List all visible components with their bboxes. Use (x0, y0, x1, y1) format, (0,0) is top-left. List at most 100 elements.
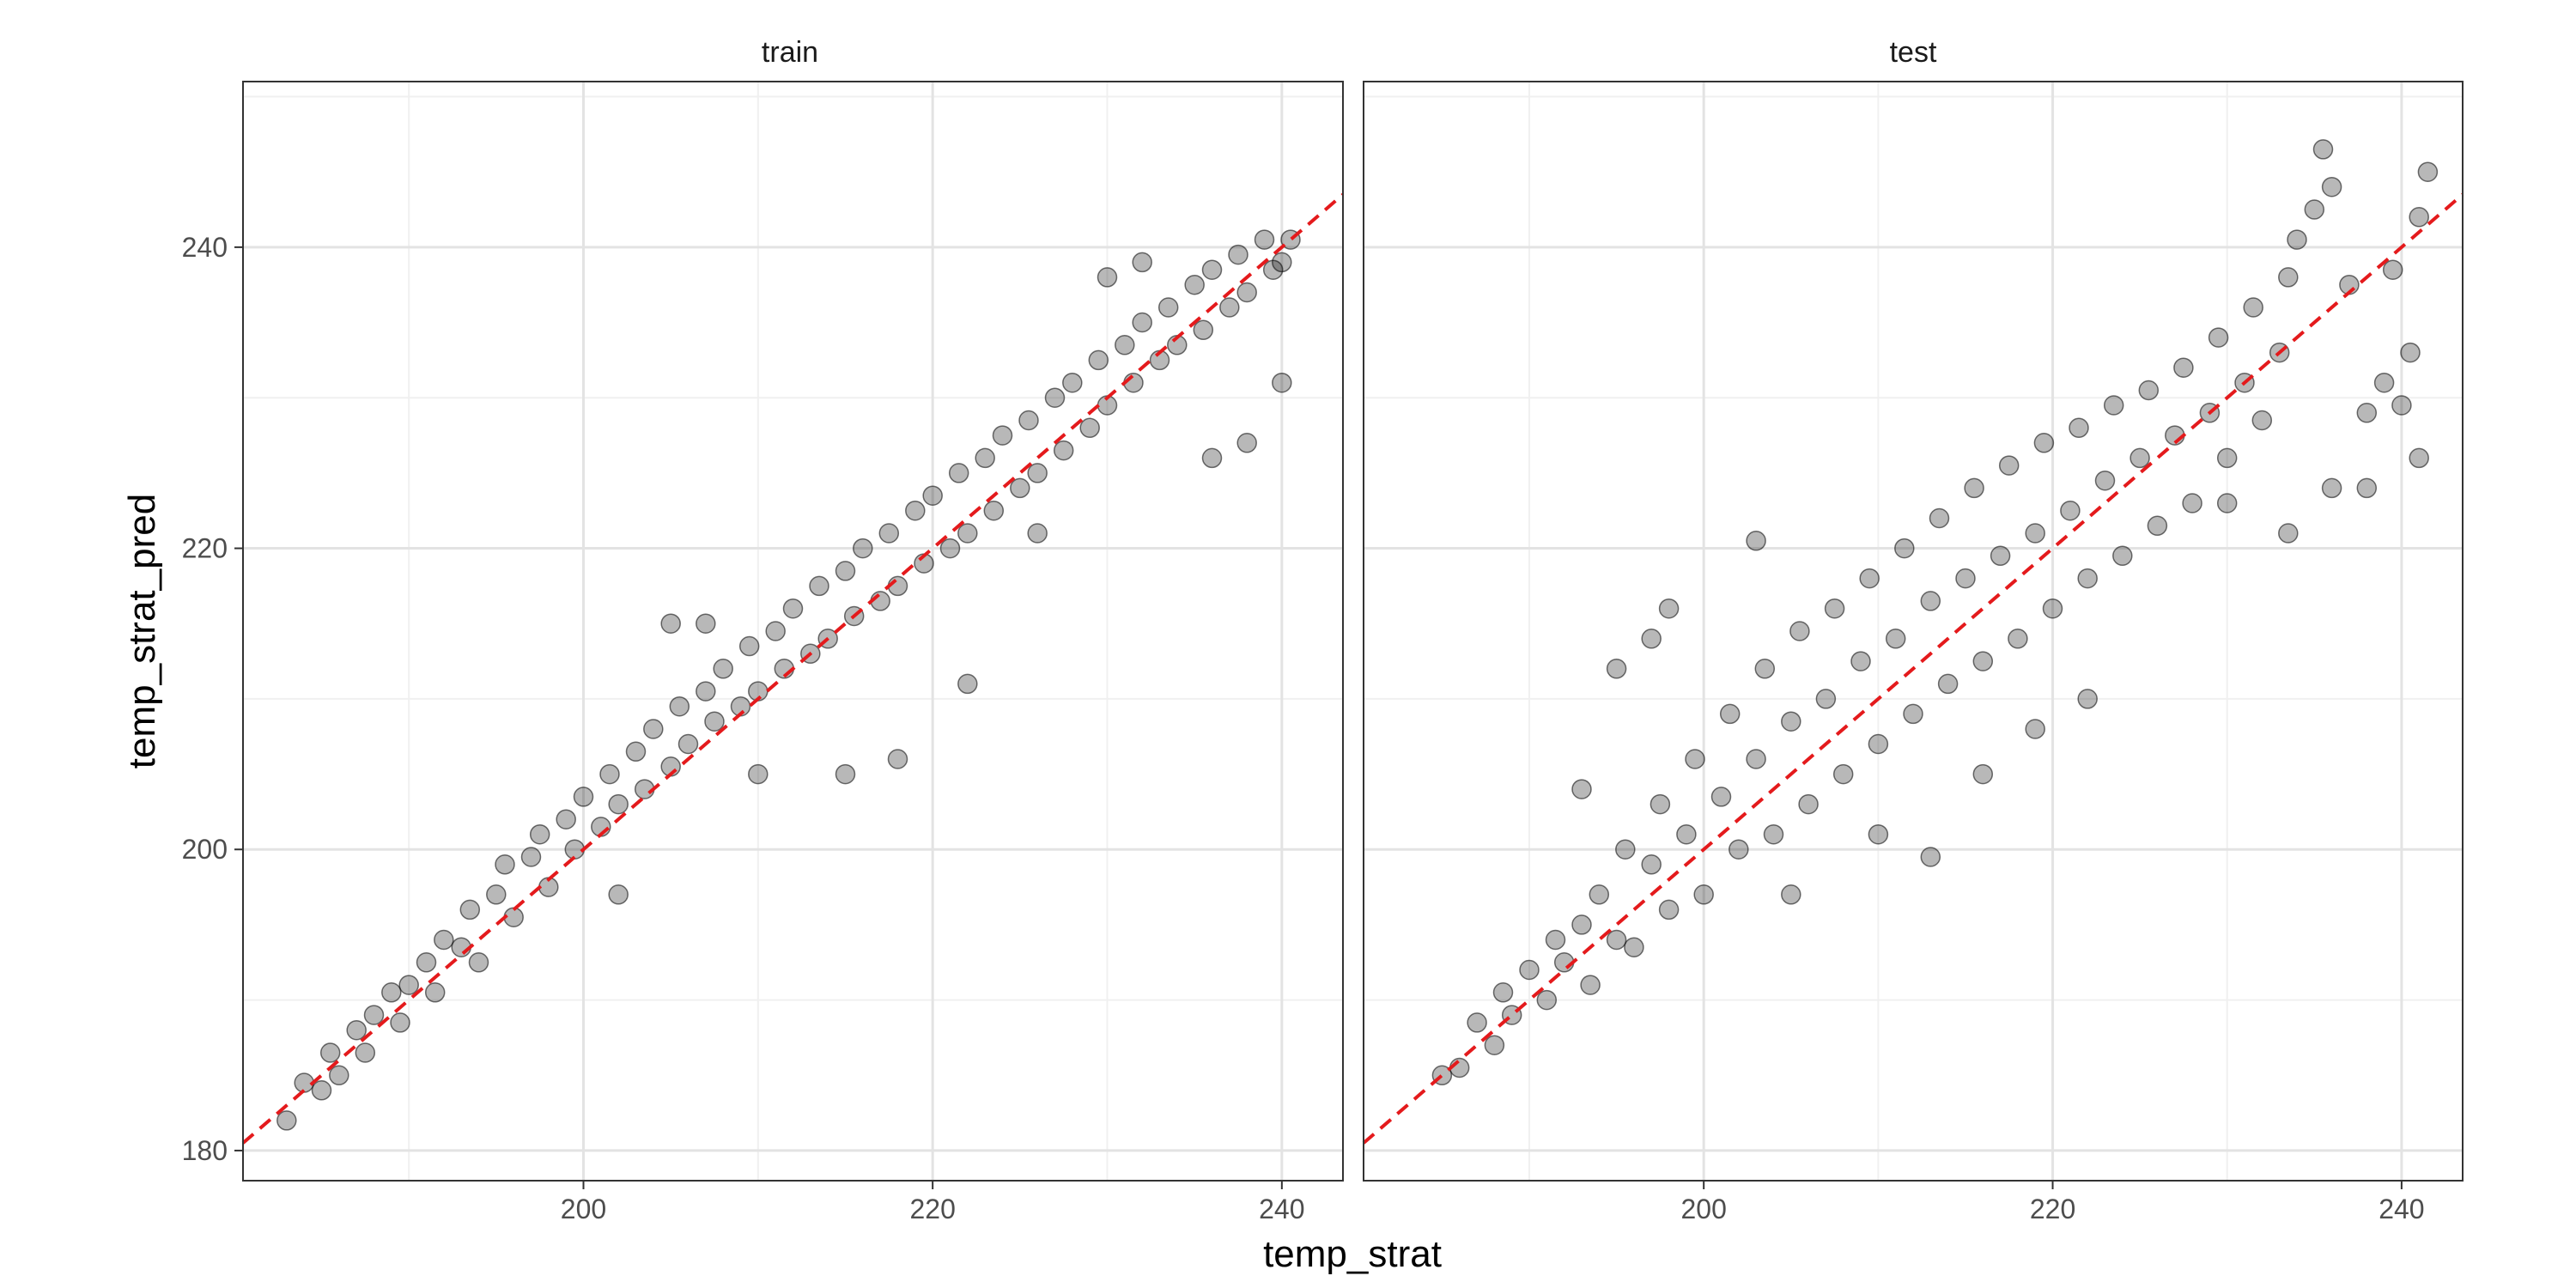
data-point (1920, 847, 1941, 867)
data-point (2077, 689, 2098, 709)
data-point (1894, 538, 1915, 559)
data-point (1789, 621, 1810, 641)
data-point (853, 538, 873, 559)
data-point (625, 741, 647, 762)
data-point (2278, 523, 2299, 544)
data-point (887, 749, 908, 769)
data-point (696, 613, 716, 634)
data-point (975, 447, 995, 469)
point-layer (276, 229, 1301, 1131)
data-point (1536, 989, 1558, 1011)
data-point (1088, 349, 1109, 371)
data-point (2251, 410, 2273, 431)
data-point (1272, 372, 1292, 393)
data-point (1719, 703, 1741, 725)
data-point (2400, 342, 2421, 363)
y-tick-label: 240 (182, 232, 228, 263)
data-point (1115, 335, 1135, 355)
data-point (2356, 477, 2378, 499)
data-point (1868, 823, 1889, 845)
reference-line-layer (1362, 192, 2464, 1145)
data-point (1132, 312, 1152, 333)
data-point (1519, 959, 1540, 981)
data-point (2208, 327, 2229, 348)
data-point (2077, 568, 2098, 589)
data-point (2147, 515, 2168, 537)
data-point (363, 1005, 385, 1025)
data-point (905, 500, 926, 521)
data-point (2025, 719, 2045, 739)
data-point (495, 854, 515, 875)
panel-label-train: train (762, 36, 818, 69)
data-point (1676, 823, 1697, 845)
data-point (398, 975, 419, 995)
data-point (311, 1080, 332, 1101)
reference-line-layer (241, 192, 1345, 1145)
data-point (381, 982, 402, 1003)
x-tick-label: 220 (909, 1194, 955, 1224)
data-point (346, 1019, 367, 1041)
data-point (1062, 372, 1083, 393)
data-point (1201, 259, 1223, 280)
data-point (1885, 629, 1906, 649)
x-tick-label: 200 (561, 1194, 606, 1224)
data-point (2182, 493, 2202, 513)
data-point (1972, 651, 1994, 671)
data-point (1053, 440, 1074, 461)
data-point (2103, 395, 2124, 416)
data-point (1920, 591, 1941, 611)
data-point (1624, 937, 1644, 957)
panel-border (242, 81, 1344, 1182)
y-tick-label: 220 (182, 533, 228, 564)
data-point (2278, 267, 2299, 288)
y-axis: 180 200 220 240 (182, 232, 243, 1166)
data-point (696, 681, 716, 702)
data-point (1850, 651, 1871, 671)
data-point (1132, 252, 1152, 273)
data-point (468, 952, 489, 973)
data-point (765, 621, 786, 641)
data-point (2409, 207, 2429, 228)
reference-line (241, 192, 1345, 1145)
data-point (643, 719, 664, 739)
data-point (704, 711, 725, 732)
data-point (1571, 779, 1592, 799)
data-point (2008, 629, 2028, 649)
data-point (599, 763, 620, 785)
data-point (2373, 372, 2395, 393)
data-point (2033, 433, 2055, 453)
data-point (1815, 689, 1837, 709)
data-point (713, 659, 733, 679)
data-point (1859, 568, 1880, 589)
data-point (1728, 839, 1749, 860)
data-point (957, 673, 978, 695)
data-point (2069, 417, 2089, 439)
data-point (1658, 899, 1680, 920)
data-point (608, 793, 629, 815)
data-point (2391, 395, 2412, 416)
data-point (1658, 598, 1680, 619)
data-point (1693, 884, 1714, 905)
data-point (2417, 161, 2439, 182)
data-point (2321, 477, 2342, 499)
data-point (1781, 884, 1801, 905)
data-point (2129, 447, 2150, 469)
data-point (1929, 507, 1950, 529)
data-point (276, 1110, 297, 1131)
data-point (2304, 199, 2325, 220)
reference-line (1362, 192, 2464, 1145)
data-point (1571, 914, 1592, 935)
data-point (2216, 493, 2238, 513)
data-point (1972, 763, 1994, 785)
data-point (329, 1065, 349, 1086)
data-point (355, 1042, 376, 1063)
data-point (416, 952, 437, 973)
data-point (1272, 252, 1292, 273)
data-point (1027, 523, 1048, 544)
data-point (486, 884, 507, 905)
panel-test: test (1362, 36, 2464, 1182)
data-point (948, 463, 969, 483)
gridlines-minor (243, 82, 1343, 1181)
x-tick-label: 200 (1680, 1194, 1726, 1224)
data-point (2060, 500, 2081, 521)
